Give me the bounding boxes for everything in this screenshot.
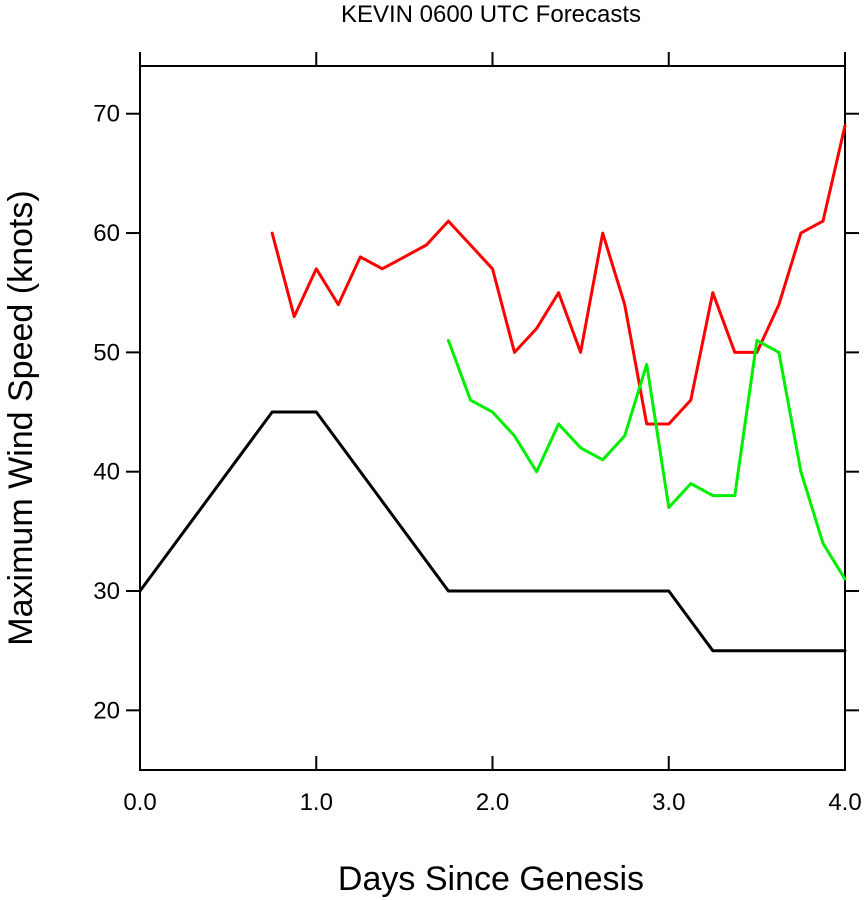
series-line-3 <box>446 338 847 581</box>
x-tick-label: 3.0 <box>652 789 685 816</box>
x-axis-label: Days Since Genesis <box>338 860 644 898</box>
y-tick-label: 50 <box>93 339 120 366</box>
axis-ticks <box>126 52 859 770</box>
chart-title: KEVIN 0600 UTC Forecasts <box>341 1 641 28</box>
x-tick-label: 1.0 <box>300 789 333 816</box>
series-lines <box>138 124 847 653</box>
x-tick-label: 4.0 <box>828 789 861 816</box>
y-tick-label: 20 <box>93 697 120 724</box>
x-tick-label: 2.0 <box>476 789 509 816</box>
plot-frame <box>139 65 846 771</box>
y-tick-label: 60 <box>93 220 120 247</box>
series-line-2 <box>270 124 847 426</box>
y-tick-label: 40 <box>93 459 120 486</box>
x-tick-label: 0.0 <box>123 789 156 816</box>
y-tick-label: 70 <box>93 101 120 128</box>
y-tick-label: 30 <box>93 578 120 605</box>
axis-tick-labels: 0.0 1.0 2.0 3.0 4.0 20 30 40 50 60 70 <box>93 101 861 816</box>
series-line-1 <box>138 410 847 653</box>
y-axis-label: Maximum Wind Speed (knots) <box>2 190 40 645</box>
